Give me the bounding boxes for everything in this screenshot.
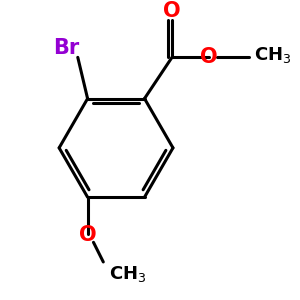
Text: Br: Br bbox=[53, 38, 79, 58]
Text: O: O bbox=[200, 47, 218, 67]
Text: CH$_3$: CH$_3$ bbox=[109, 264, 147, 284]
Text: O: O bbox=[163, 1, 181, 21]
Text: O: O bbox=[79, 225, 96, 245]
Text: CH$_3$: CH$_3$ bbox=[254, 45, 292, 65]
